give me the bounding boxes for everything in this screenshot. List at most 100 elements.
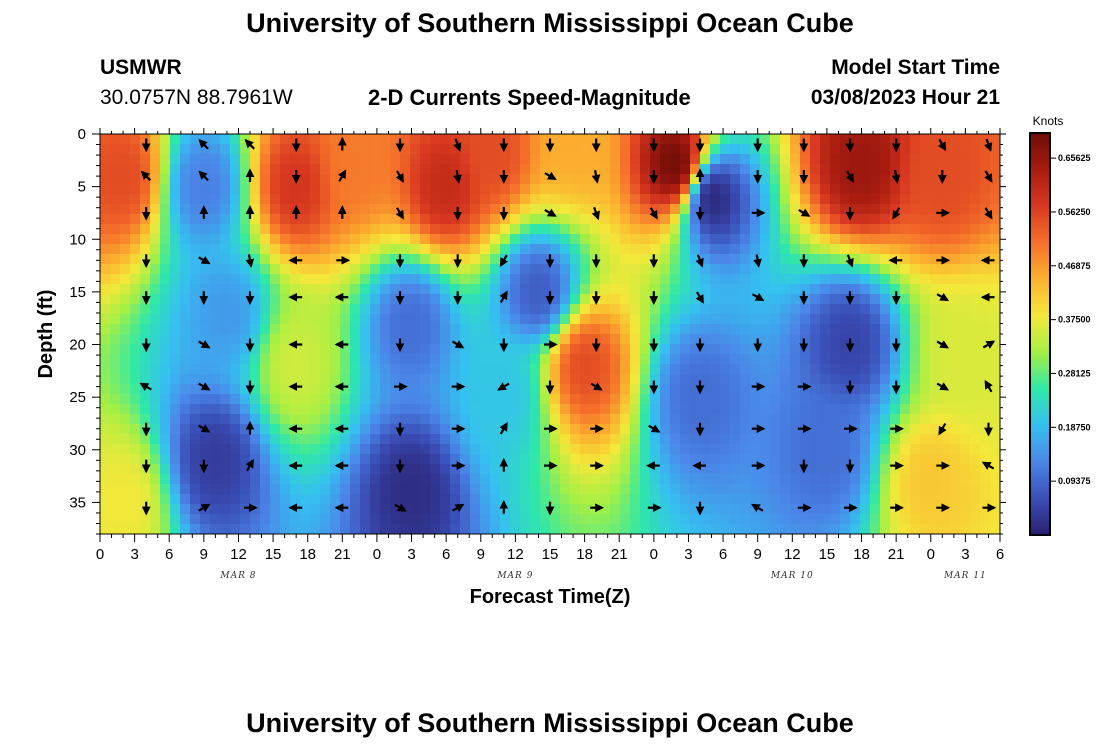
heat-cell [680,344,691,355]
heat-cell [380,154,391,165]
heat-cell [250,224,261,235]
heat-cell [910,264,921,275]
heat-cell [410,514,421,525]
heat-cell [700,374,711,385]
heat-cell [370,174,381,185]
heat-cell [190,414,201,425]
heat-cell [710,404,721,415]
heat-cell [770,154,781,165]
heat-cell [420,244,431,255]
heat-cell [140,274,151,285]
heat-cell [370,354,381,365]
heat-cell [470,294,481,305]
heat-cell [700,504,711,515]
heat-cell [720,364,731,375]
heat-cell [360,394,371,405]
heat-cell [560,334,571,345]
heat-cell [820,304,831,315]
heat-cell [480,244,491,255]
heat-cell [140,524,151,534]
heat-cell [490,154,501,165]
heat-cell [580,254,591,265]
heat-cell [570,264,581,275]
heat-cell [560,234,571,245]
heat-cell [160,304,171,315]
heat-cell [380,144,391,155]
heat-cell [220,434,231,445]
heat-cell [530,444,541,455]
heat-cell [130,524,141,534]
heat-cell [140,394,151,405]
heat-cell [540,164,551,175]
heat-cell [500,454,511,465]
heat-cell [260,184,271,195]
heat-cell [760,244,771,255]
heat-cell [640,234,651,245]
heat-cell [560,154,571,165]
heat-cell [800,314,811,325]
heat-cell [270,324,281,335]
heat-cell [110,424,121,435]
heat-cell [720,144,731,155]
heat-cell [350,324,361,335]
heat-cell [740,444,751,455]
heat-cell [930,374,941,385]
heat-cell [570,334,581,345]
heat-cell [270,344,281,355]
heat-cell [930,274,941,285]
heat-cell [580,184,591,195]
heat-cell [760,144,771,155]
heat-cell [810,464,821,475]
heat-cell [350,154,361,165]
heat-cell [850,354,861,365]
heat-cell [930,154,941,165]
heat-cell [320,494,331,505]
heat-cell [720,304,731,315]
heat-cell [350,394,361,405]
heat-cell [470,514,481,525]
heat-cell [550,454,561,465]
heat-cell [730,434,741,445]
heat-cell [950,264,961,275]
heat-cell [190,204,201,215]
heat-cell [280,204,291,215]
heat-cell [270,234,281,245]
heat-cell [560,274,571,285]
heat-cell [870,314,881,325]
heat-cell [390,394,401,405]
heat-cell [490,234,501,245]
heat-cell [780,174,791,185]
heat-cell [420,504,431,515]
heat-cell [840,294,851,305]
heat-cell [330,344,341,355]
heat-cell [870,424,881,435]
heat-cell [810,364,821,375]
heat-cell [900,454,911,465]
heat-cell [790,394,801,405]
heat-cell [180,484,191,495]
heat-cell [660,504,671,515]
heat-cell [300,374,311,385]
heat-cell [610,344,621,355]
heat-cell [610,394,621,405]
heat-cell [520,494,531,505]
heat-cell [190,354,201,365]
heat-cell [400,144,411,155]
heat-cell [130,404,141,415]
heat-cell [220,304,231,315]
heat-cell [470,394,481,405]
heat-cell [570,434,581,445]
heat-cell [460,224,471,235]
heat-cell [510,224,521,235]
heat-cell [870,344,881,355]
heat-cell [200,374,211,385]
heat-cell [230,144,241,155]
heat-cell [190,464,201,475]
heat-cell [490,284,501,295]
heat-cell [300,444,311,455]
heat-cell [680,524,691,534]
heat-cell [750,364,761,375]
heat-cell [950,434,961,445]
heat-cell [110,514,121,525]
heat-cell [360,514,371,525]
